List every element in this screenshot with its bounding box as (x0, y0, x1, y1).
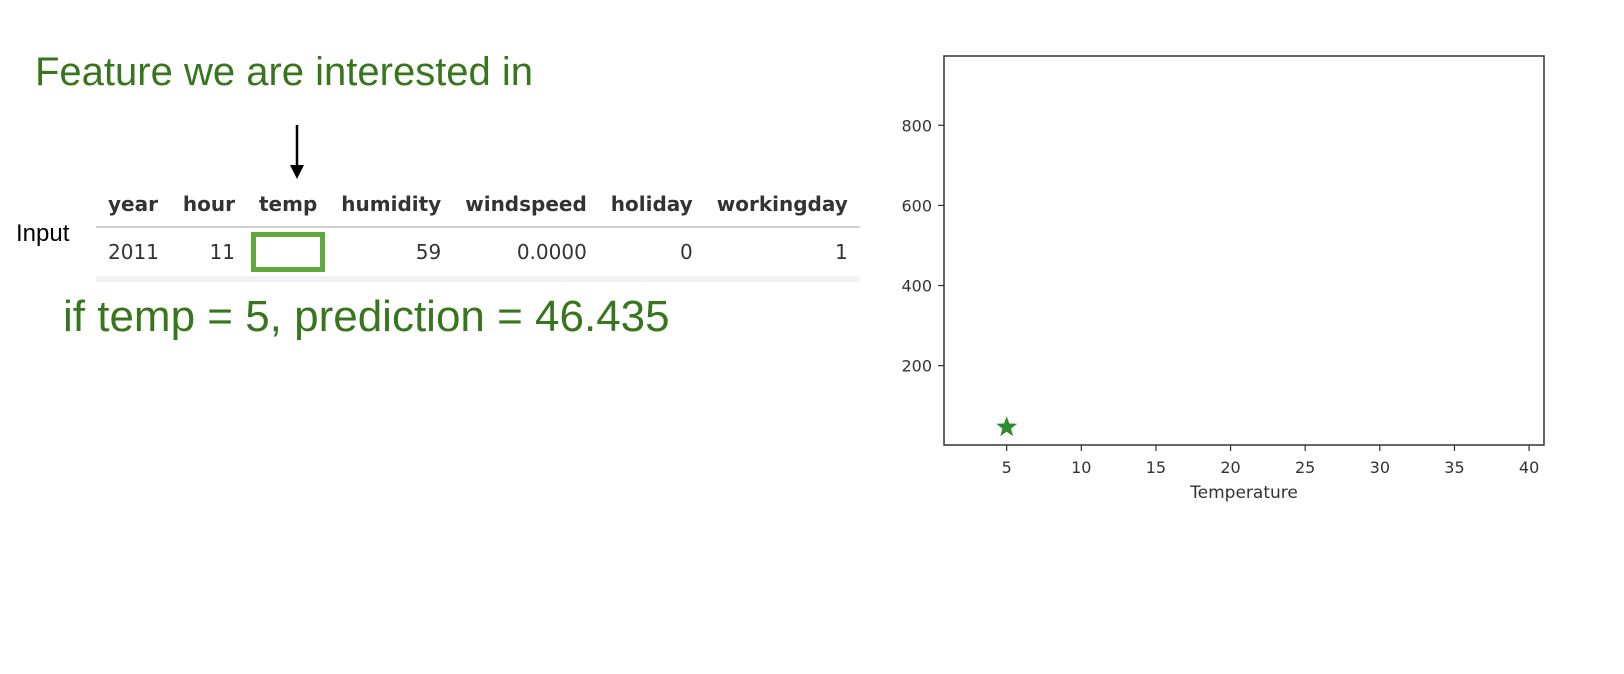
feature-headline: Feature we are interested in (35, 50, 534, 94)
y-tick-label: 200 (901, 357, 932, 376)
x-tick-label: 15 (1146, 458, 1166, 477)
data-point-star (996, 416, 1018, 437)
x-tick-label: 30 (1370, 458, 1390, 477)
table-header-row: year hour temp humidity windspeed holida… (96, 180, 860, 228)
prediction-chart: 510152025303540200400600800TemperaturePr… (901, 55, 1545, 503)
x-tick-label: 5 (1002, 458, 1012, 477)
column-header-holiday: holiday (598, 180, 705, 228)
table-row: 2011 11 59 0.0000 0 1 (96, 227, 860, 282)
column-header-temp: temp (247, 180, 330, 228)
column-header-workingday: workingday (704, 180, 860, 228)
y-tick-label: 400 (901, 277, 932, 296)
x-axis-label: Temperature (1189, 483, 1298, 503)
column-header-year: year (96, 180, 171, 228)
cell-windspeed: 0.0000 (453, 227, 599, 282)
input-label: Input (16, 220, 70, 247)
down-arrow-icon (290, 125, 304, 179)
cell-hour: 11 (170, 227, 247, 282)
x-tick-label: 25 (1295, 458, 1315, 477)
plot-frame (943, 55, 1545, 446)
x-tick-label: 10 (1071, 458, 1091, 477)
cell-humidity: 59 (329, 227, 454, 282)
cell-workingday: 1 (704, 227, 860, 282)
cell-temp (247, 227, 330, 282)
x-tick-label: 40 (1519, 458, 1539, 477)
y-tick-label: 800 (901, 116, 932, 135)
column-header-hour: hour (170, 180, 247, 228)
temp-highlight-box (251, 232, 326, 272)
input-table: year hour temp humidity windspeed holida… (96, 180, 860, 282)
cell-holiday: 0 (598, 227, 705, 282)
cell-year: 2011 (96, 227, 171, 282)
x-tick-label: 35 (1444, 458, 1464, 477)
column-header-humidity: humidity (329, 180, 454, 228)
x-tick-label: 20 (1220, 458, 1240, 477)
prediction-text: if temp = 5, prediction = 46.435 (63, 292, 670, 341)
column-header-windspeed: windspeed (453, 180, 599, 228)
y-tick-label: 600 (901, 196, 932, 215)
